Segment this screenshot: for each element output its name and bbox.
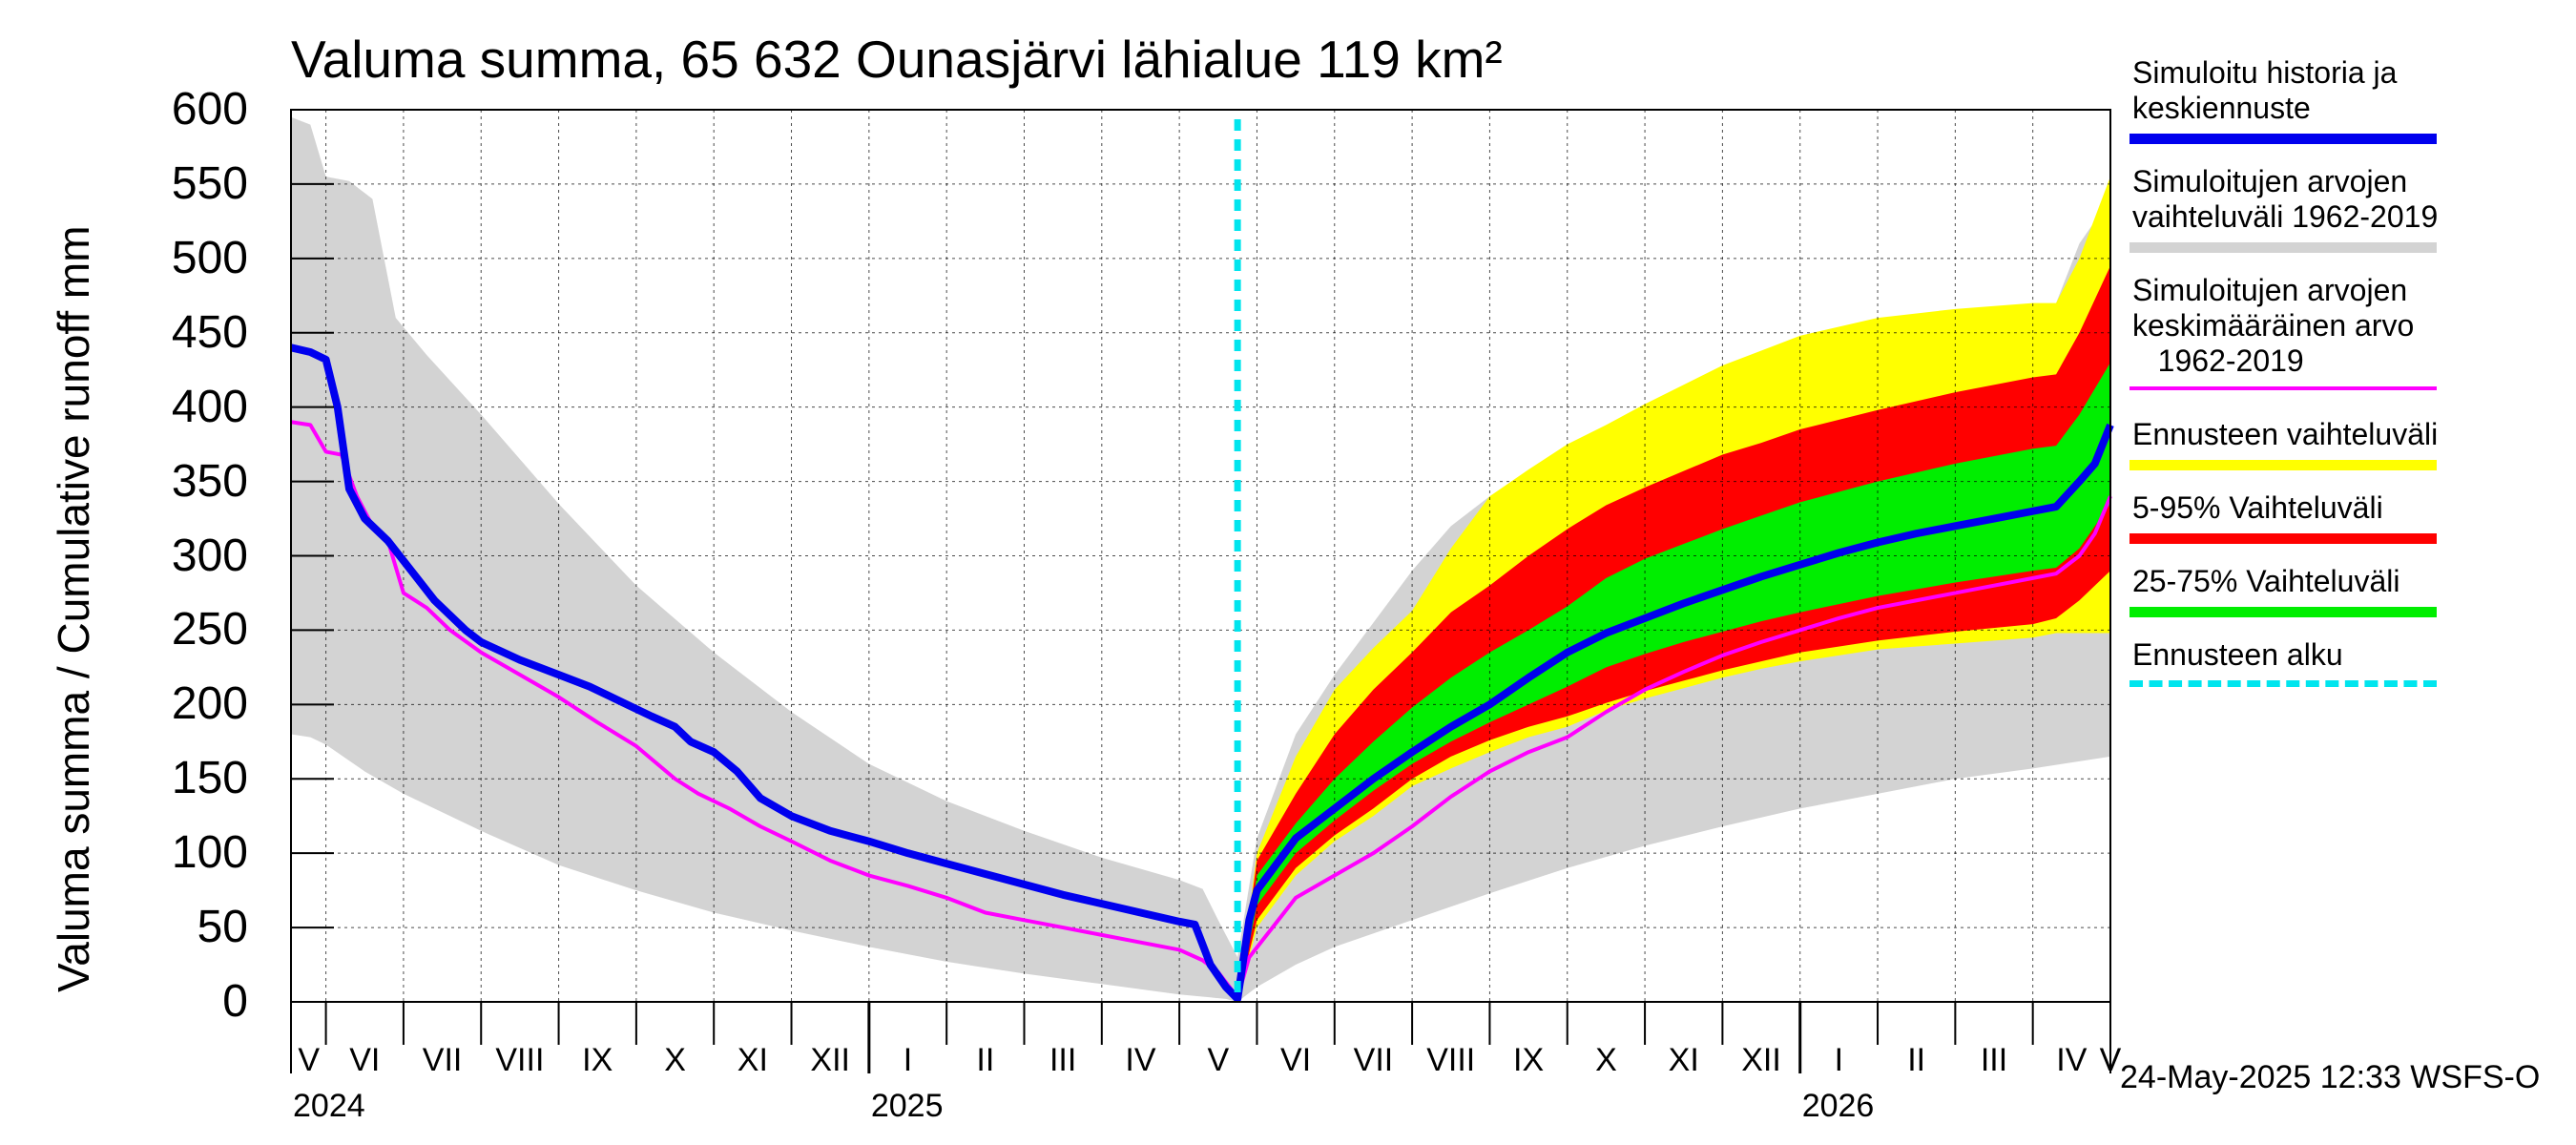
legend-swatch-3 — [2129, 460, 2437, 470]
footer-timestamp: 24-May-2025 12:33 WSFS-O — [2120, 1059, 2541, 1095]
y-tick-label-0: 0 — [222, 976, 248, 1027]
month-label-9: II — [976, 1042, 995, 1078]
band-25-75-vaihteluv-li — [1237, 362, 2110, 1003]
y-tick-label-500: 500 — [171, 232, 248, 283]
month-label-13: VI — [1280, 1042, 1312, 1078]
y-tick-label-150: 150 — [171, 753, 248, 804]
month-label-4: IX — [582, 1042, 613, 1078]
month-label-21: II — [1907, 1042, 1926, 1078]
legend-swatch-5 — [2129, 607, 2437, 617]
legend-label-4: 5-95% Vaihteluväli — [2132, 490, 2383, 525]
year-label-2026: 2026 — [1801, 1088, 1875, 1124]
month-label-17: X — [1595, 1042, 1617, 1078]
legend-swatch-4 — [2129, 533, 2437, 544]
y-tick-label-550: 550 — [171, 157, 248, 209]
legend-label-1: Simuloitujen arvojen vaihteluväli 1962-2… — [2132, 164, 2439, 234]
year-label-2024: 2024 — [293, 1088, 365, 1124]
line-simuloitu-historia-ja-keskiennuste — [290, 344, 2114, 1003]
month-label-20: I — [1834, 1042, 1844, 1078]
legend-swatch-0 — [2129, 134, 2437, 144]
month-label-0: V — [298, 1042, 321, 1078]
month-label-11: IV — [1125, 1042, 1156, 1078]
y-tick-label-250: 250 — [171, 604, 248, 656]
legend-swatch-1 — [2129, 242, 2437, 253]
legend-label-5: 25-75% Vaihteluväli — [2132, 564, 2400, 598]
month-label-15: VIII — [1426, 1042, 1476, 1078]
y-tick-label-300: 300 — [171, 530, 248, 581]
month-label-18: XI — [1668, 1042, 1699, 1078]
month-label-7: XII — [810, 1042, 850, 1078]
legend-label-6: Ennusteen alku — [2132, 637, 2343, 672]
month-label-22: III — [1980, 1042, 2008, 1078]
month-label-6: XI — [737, 1042, 768, 1078]
y-tick-label-400: 400 — [171, 381, 248, 432]
month-label-12: V — [1207, 1042, 1230, 1078]
y-tick-label-100: 100 — [171, 827, 248, 879]
month-label-1: VI — [349, 1042, 381, 1078]
year-label-2025: 2025 — [870, 1088, 944, 1124]
month-label-10: III — [1049, 1042, 1077, 1078]
month-label-5: X — [664, 1042, 686, 1078]
line-simuloitujen-arvojen-keskim-r-inen-arvo-1962-2019 — [290, 420, 2112, 1000]
legend-swatch-2 — [2129, 386, 2437, 390]
month-label-23: IV — [2056, 1042, 2088, 1078]
month-label-16: IX — [1513, 1042, 1545, 1078]
month-label-24: V — [2099, 1042, 2122, 1078]
y-tick-label-450: 450 — [171, 306, 248, 358]
y-tick-label-600: 600 — [171, 84, 248, 135]
legend-label-3: Ennusteen vaihteluväli — [2132, 417, 2439, 451]
month-label-2: VII — [422, 1042, 463, 1078]
month-label-3: VIII — [495, 1042, 545, 1078]
legend-label-0: Simuloitu historia ja keskiennuste — [2132, 55, 2398, 125]
month-label-14: VII — [1353, 1042, 1394, 1078]
y-tick-label-200: 200 — [171, 678, 248, 730]
y-tick-label-350: 350 — [171, 455, 248, 507]
month-label-19: XII — [1741, 1042, 1781, 1078]
legend-swatch-6 — [2129, 680, 2437, 687]
y-tick-label-50: 50 — [197, 902, 248, 953]
month-label-8: I — [903, 1042, 913, 1078]
legend-label-2: Simuloitujen arvojen keskimääräinen arvo… — [2132, 273, 2415, 378]
chart-title: Valuma summa, 65 632 Ounasjärvi lähialue… — [291, 30, 1503, 89]
